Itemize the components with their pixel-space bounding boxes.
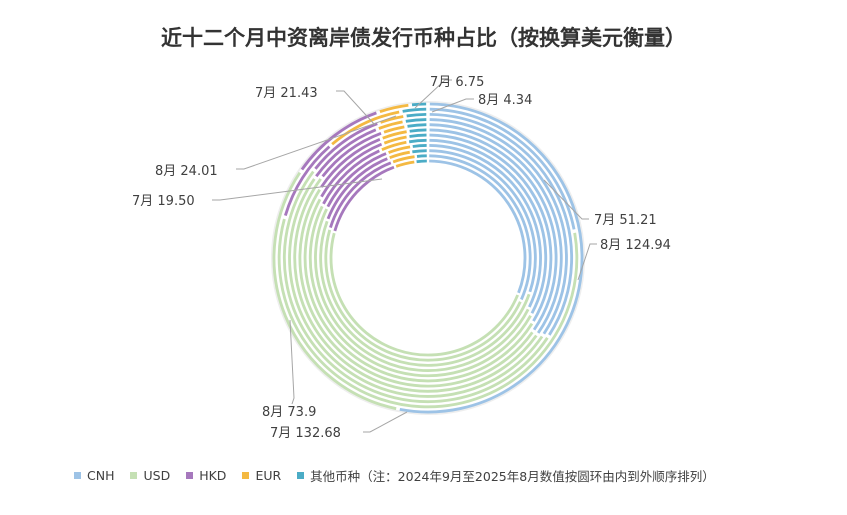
- legend-swatch-usd: [130, 471, 138, 479]
- ring-segment-12-CNH: [399, 102, 584, 414]
- ring-segment-10-CNH: [429, 112, 574, 336]
- ring-segment-7-USD: [298, 188, 534, 388]
- ring-segment-11-USD: [277, 218, 579, 409]
- ring-segment-3-EUR: [389, 150, 411, 160]
- ring-segment-11-其他币种: [402, 107, 427, 113]
- leader-line-jul-other: [414, 79, 452, 109]
- ring-segment-1-EUR: [395, 160, 415, 168]
- leader-line-jul-cnh: [543, 179, 589, 220]
- leader-line-aug-usd: [289, 319, 295, 405]
- rings-group: [271, 101, 585, 415]
- legend-label-eur: EUR: [255, 467, 282, 483]
- leader-line-jul-hkd: [336, 90, 376, 126]
- ring-segment-4-USD: [314, 208, 530, 372]
- ring-segment-2-USD: [324, 229, 522, 362]
- ring-segment-3-其他币种: [412, 149, 427, 154]
- ring-segment-1-其他币种: [416, 159, 427, 164]
- legend-label-other: 其他币种（注：2024年9月至2025年8月数值按圆环由内到外顺序排列）: [310, 468, 715, 484]
- data-label-aug-cnh: 8月 124.94: [600, 238, 671, 253]
- data-label-jul-usd: 7月 132.68: [270, 426, 341, 441]
- ring-segment-9-CNH: [429, 118, 568, 335]
- ring-segment-2-HKD: [329, 161, 392, 229]
- ring-segment-7-其他币种: [409, 128, 427, 133]
- leader-line-aug-hkd: [236, 115, 397, 170]
- leader-line-aug-other: [431, 98, 474, 113]
- ring-segment-5-CNH: [429, 138, 548, 314]
- ring-segment-4-EUR: [388, 145, 411, 154]
- ring-segment-6-CNH: [429, 133, 553, 322]
- ring-segment-2-EUR: [392, 155, 415, 164]
- ring-segment-6-USD: [303, 198, 534, 383]
- ring-segment-7-HKD: [320, 137, 381, 188]
- ring-segment-8-USD: [293, 178, 538, 393]
- legend-item-usd: USD: [130, 468, 170, 483]
- data-label-jul-hkd: 7月 21.43: [255, 86, 318, 101]
- ring-segment-1-USD: [329, 232, 519, 357]
- ring-segment-9-EUR: [378, 120, 403, 130]
- ring-shadow: [271, 101, 585, 415]
- ring-segment-12-EUR: [379, 103, 409, 114]
- ring-segment-5-USD: [308, 205, 532, 378]
- ring-segment-4-CNH: [429, 144, 542, 308]
- ring-segment-9-USD: [288, 178, 544, 399]
- legend-swatch-other: [297, 471, 305, 479]
- ring-segment-2-其他币种: [416, 154, 427, 158]
- ring-segment-6-其他币种: [409, 133, 427, 138]
- leader-line-aug-cnh: [577, 243, 597, 281]
- ring-segment-3-USD: [319, 220, 531, 367]
- ring-segment-10-USD: [282, 170, 549, 404]
- ring-segment-8-其他币种: [407, 123, 427, 128]
- legend-item-eur: EUR: [242, 468, 281, 483]
- legend-item-cnh: CNH: [74, 468, 114, 483]
- ring-segment-4-其他币种: [412, 144, 427, 148]
- data-labels-group: 7月 6.75 8月 4.34 7月 21.43 8月 24.01 7月 19.…: [132, 75, 671, 441]
- data-label-aug-other: 8月 4.34: [478, 93, 532, 108]
- ring-segment-7-EUR: [382, 130, 407, 140]
- legend-label-usd: USD: [143, 467, 171, 483]
- ring-segment-5-HKD: [322, 149, 380, 205]
- data-label-jul-eur: 7月 19.50: [132, 194, 195, 209]
- leader-line-jul-eur: [212, 178, 383, 201]
- data-label-jul-cnh: 7月 51.21: [594, 213, 657, 228]
- ring-segment-3-CNH: [429, 149, 537, 293]
- ring-segment-8-CNH: [429, 123, 563, 334]
- legend-item-other: 其他币种（注：2024年9月至2025年8月数值按圆环由内到外顺序排列）: [297, 466, 715, 485]
- ring-segment-11-HKD: [283, 145, 331, 216]
- data-label-aug-usd: 8月 73.9: [262, 405, 316, 420]
- legend-item-hkd: HKD: [186, 468, 226, 483]
- data-label-aug-hkd: 8月 24.01: [155, 164, 218, 179]
- data-label-jul-other: 7月 6.75: [430, 75, 484, 90]
- chart-title: 近十二个月中资离岸债发行币种占比（按换算美元衡量）: [161, 26, 686, 50]
- ring-segment-1-HKD: [333, 165, 395, 232]
- ring-segment-10-HKD: [314, 122, 378, 170]
- ring-segment-9-其他币种: [405, 118, 427, 123]
- legend-swatch-cnh: [74, 471, 81, 479]
- ring-segment-6-HKD: [320, 142, 383, 198]
- ring-segment-2-CNH: [429, 154, 532, 301]
- legend-swatch-eur: [242, 471, 250, 479]
- ring-segment-5-其他币种: [408, 138, 427, 144]
- ring-segment-7-CNH: [429, 128, 558, 331]
- ring-segment-12-USD: [272, 171, 397, 411]
- legend-swatch-hkd: [186, 471, 194, 479]
- ring-segment-8-EUR: [383, 125, 405, 134]
- ring-segment-6-EUR: [383, 135, 407, 145]
- ring-segment-8-HKD: [321, 131, 382, 178]
- legend-label-hkd: HKD: [199, 467, 227, 483]
- ring-segment-9-HKD: [315, 128, 377, 178]
- ring-segment-11-EUR: [331, 110, 400, 146]
- ring-segment-10-EUR: [380, 115, 404, 124]
- ring-segment-10-其他币种: [406, 112, 427, 118]
- leader-line-jul-usd: [363, 411, 408, 433]
- ring-segment-4-HKD: [326, 152, 387, 208]
- legend-label-cnh: CNH: [87, 467, 115, 483]
- ring-segment-1-CNH: [429, 159, 527, 294]
- ring-segment-5-EUR: [381, 140, 407, 151]
- legend: CNH USD HKD EUR 其他币种（注：2024年9月至2025年8月数值…: [74, 466, 731, 484]
